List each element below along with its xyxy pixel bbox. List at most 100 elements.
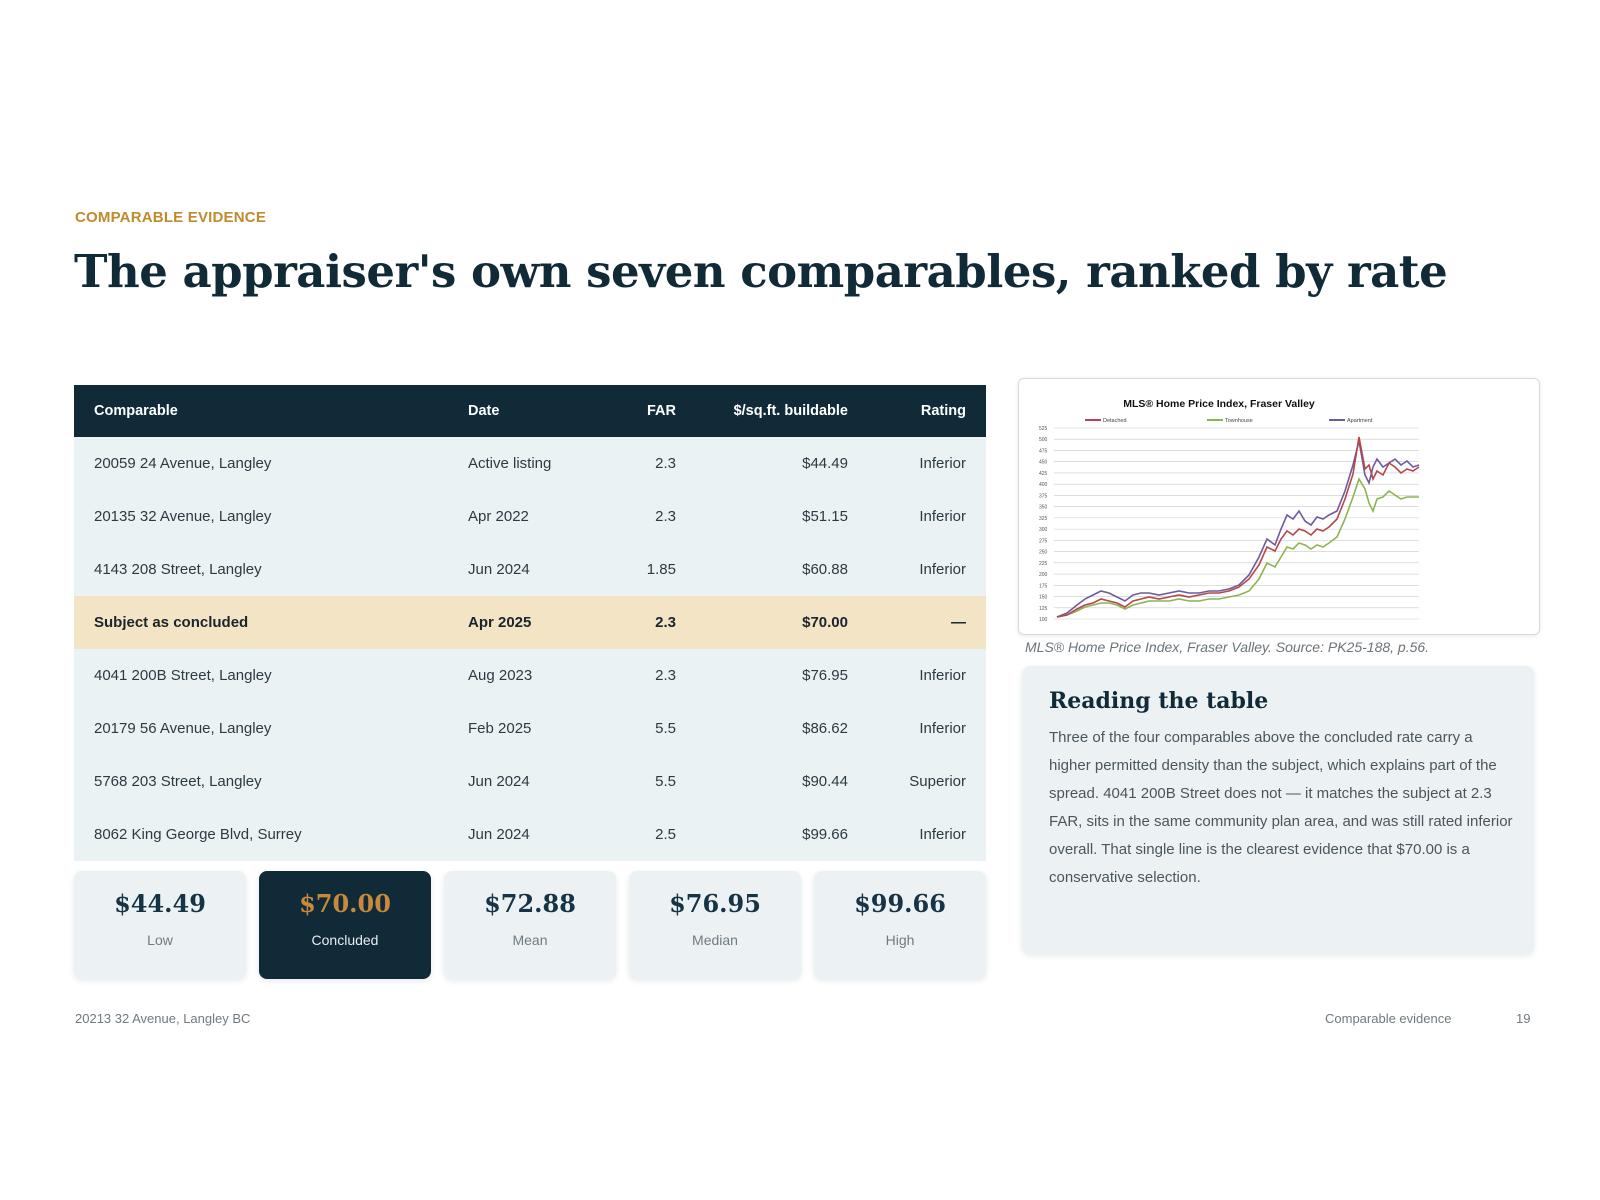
cell-rate: $99.66 (677, 808, 849, 861)
comparables-table: Comparable Date FAR $/sq.ft. buildable R… (74, 385, 986, 861)
cell-rate: $60.88 (677, 543, 849, 596)
cell-comparable: 20135 32 Avenue, Langley (74, 490, 468, 543)
cell-date: Feb 2025 (468, 702, 619, 755)
cell-rating: Inferior (849, 437, 986, 490)
stat-card-high: $99.66 High (814, 871, 986, 979)
stat-value: $72.88 (484, 889, 576, 918)
cell-far: 2.3 (619, 649, 677, 702)
header-date: Date (468, 385, 619, 437)
cell-rate: $70.00 (677, 596, 849, 649)
table-row: 20135 32 Avenue, Langley Apr 2022 2.3 $5… (74, 490, 986, 543)
cell-rate: $44.49 (677, 437, 849, 490)
section-eyebrow: COMPARABLE EVIDENCE (75, 209, 267, 226)
stat-card-low: $44.49 Low (74, 871, 246, 979)
y-tick-label: 450 (1039, 460, 1048, 466)
stat-value: $44.49 (114, 889, 206, 918)
legend-label: Detached (1103, 418, 1127, 424)
cell-date: Apr 2022 (468, 490, 619, 543)
price-index-chart: MLS® Home Price Index, Fraser Valley Det… (1039, 398, 1420, 623)
table-row-subject: Subject as concluded Apr 2025 2.3 $70.00… (74, 596, 986, 649)
y-tick-label: 525 (1039, 426, 1048, 432)
footer-address: 20213 32 Avenue, Langley BC (75, 1011, 251, 1026)
stat-value: $76.95 (669, 889, 761, 918)
y-tick-label: 125 (1039, 606, 1048, 612)
stat-card-concluded: $70.00 Concluded (259, 871, 431, 979)
cell-far: 2.3 (619, 437, 677, 490)
cell-rating: Inferior (849, 649, 986, 702)
footer-section: Comparable evidence (1325, 1011, 1452, 1026)
y-tick-label: 175 (1039, 583, 1048, 589)
table-row: 4041 200B Street, Langley Aug 2023 2.3 $… (74, 649, 986, 702)
figure-legend: Detached Townhouse Apartment (1085, 418, 1373, 424)
cell-far: 5.5 (619, 755, 677, 808)
cell-far: 2.5 (619, 808, 677, 861)
cell-far: 1.85 (619, 543, 677, 596)
series-detached (1056, 436, 1420, 618)
y-tick-label: 225 (1039, 561, 1048, 567)
summary-stats: $44.49 Low $70.00 Concluded $72.88 Mean … (74, 871, 986, 979)
cell-far: 2.3 (619, 596, 677, 649)
table-row: 4143 208 Street, Langley Jun 2024 1.85 $… (74, 543, 986, 596)
cell-far: 2.3 (619, 490, 677, 543)
stat-label: Median (692, 932, 738, 948)
table-row: 5768 203 Street, Langley Jun 2024 5.5 $9… (74, 755, 986, 808)
header-rate: $/sq.ft. buildable (677, 385, 849, 437)
y-tick-label: 425 (1039, 471, 1048, 477)
cell-comparable: Subject as concluded (74, 596, 468, 649)
cell-rating: Inferior (849, 543, 986, 596)
cell-comparable: 5768 203 Street, Langley (74, 755, 468, 808)
y-tick-label: 300 (1039, 527, 1048, 533)
header-comparable: Comparable (74, 385, 468, 437)
legend-label: Apartment (1347, 418, 1373, 424)
price-index-figure: MLS® Home Price Index, Fraser Valley Det… (1018, 378, 1540, 635)
y-tick-label: 325 (1039, 516, 1048, 522)
figure-title: MLS® Home Price Index, Fraser Valley (1123, 398, 1315, 410)
figure-caption: MLS® Home Price Index, Fraser Valley. So… (1025, 639, 1430, 655)
cell-comparable: 4143 208 Street, Langley (74, 543, 468, 596)
cell-date: Apr 2025 (468, 596, 619, 649)
cell-rate: $86.62 (677, 702, 849, 755)
cell-date: Jun 2024 (468, 755, 619, 808)
cell-date: Aug 2023 (468, 649, 619, 702)
cell-comparable: 20059 24 Avenue, Langley (74, 437, 468, 490)
cell-comparable: 8062 King George Blvd, Surrey (74, 808, 468, 861)
stat-label: High (885, 932, 915, 948)
stat-card-mean: $72.88 Mean (444, 871, 616, 979)
stat-label: Low (147, 932, 173, 948)
y-tick-label: 100 (1039, 617, 1048, 623)
y-tick-label: 350 (1039, 505, 1048, 511)
y-tick-label: 475 (1039, 448, 1048, 454)
cell-comparable: 20179 56 Avenue, Langley (74, 702, 468, 755)
cell-rating: — (849, 596, 986, 649)
legend-label: Townhouse (1225, 418, 1253, 424)
page-title: The appraiser's own seven comparables, r… (74, 245, 1448, 298)
table-row: 8062 King George Blvd, Surrey Jun 2024 2… (74, 808, 986, 861)
stat-label: Concluded (311, 932, 379, 948)
table-row: 20059 24 Avenue, Langley Active listing … (74, 437, 986, 490)
note-body: Three of the four comparables above the … (1049, 729, 1513, 886)
page-number: 19 (1516, 1011, 1531, 1026)
cell-date: Jun 2024 (468, 543, 619, 596)
stat-label: Mean (512, 932, 548, 948)
stat-value: $99.66 (854, 889, 946, 918)
y-tick-label: 250 (1039, 550, 1048, 556)
series-apartment (1056, 440, 1420, 618)
cell-far: 5.5 (619, 702, 677, 755)
y-tick-label: 500 (1039, 437, 1048, 443)
header-rating: Rating (849, 385, 986, 437)
y-tick-label: 400 (1039, 482, 1048, 488)
stat-card-median: $76.95 Median (629, 871, 801, 979)
figure-series (1056, 436, 1420, 618)
cell-rating: Inferior (849, 808, 986, 861)
header-far: FAR (619, 385, 677, 437)
stat-value: $70.00 (299, 889, 391, 918)
cell-date: Jun 2024 (468, 808, 619, 861)
table-row: 20179 56 Avenue, Langley Feb 2025 5.5 $8… (74, 702, 986, 755)
reading-note: Reading the table Three of the four comp… (1022, 666, 1534, 954)
y-tick-label: 275 (1039, 538, 1048, 544)
y-tick-label: 150 (1039, 595, 1048, 601)
cell-rate: $51.15 (677, 490, 849, 543)
cell-rating: Superior (849, 755, 986, 808)
y-tick-label: 200 (1039, 572, 1048, 578)
series-townhouse (1056, 477, 1419, 618)
